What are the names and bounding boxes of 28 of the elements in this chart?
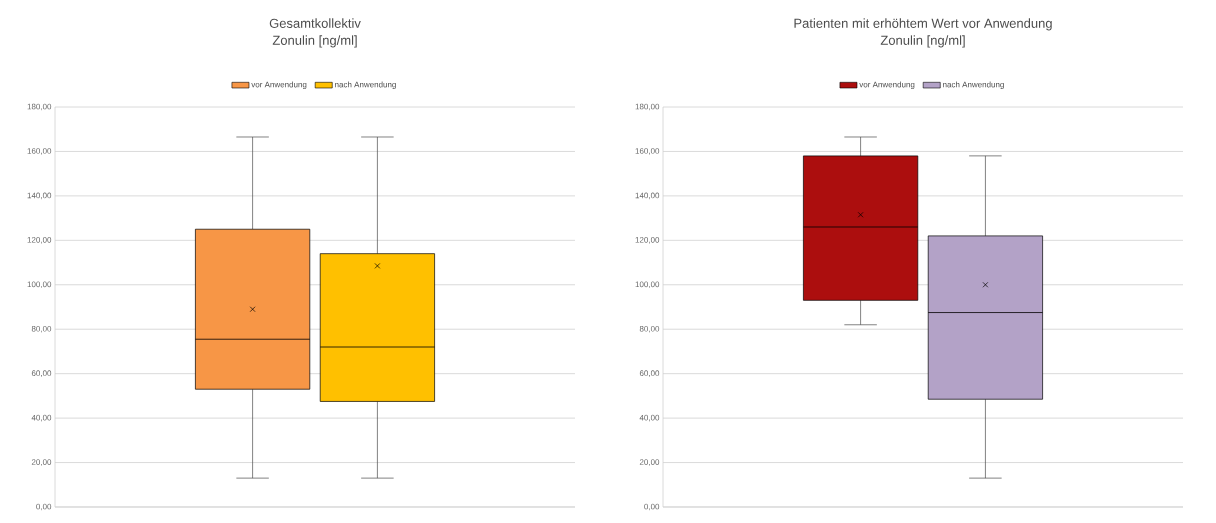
y-tick-label: 20,00 xyxy=(639,459,660,466)
y-tick-label: 20,00 xyxy=(31,459,52,466)
y-tick-label: 140,00 xyxy=(27,192,52,200)
y-tick-label: 60,00 xyxy=(31,370,52,377)
y-tick-label: 100,00 xyxy=(27,281,52,289)
y-tick-label: 0,00 xyxy=(36,503,52,511)
y-tick-label: 40,00 xyxy=(639,414,660,422)
y-tick-label: 80,00 xyxy=(31,325,52,333)
legend-label: vor Anwendung xyxy=(859,81,915,89)
chart-subtitle: Zonulin [ng/ml] xyxy=(272,35,357,48)
y-tick-label: 180,00 xyxy=(635,103,660,111)
y-tick-label: 120,00 xyxy=(27,237,52,244)
y-tick-label: 160,00 xyxy=(635,148,660,155)
chart-subtitle: Zonulin [ng/ml] xyxy=(880,35,965,48)
legend-label: vor Anwendung xyxy=(251,81,307,89)
y-tick-label: 140,00 xyxy=(635,192,660,200)
chart-title: Patienten mit erhöhtem Wert vor Anwendung xyxy=(794,18,1052,31)
y-tick-label: 100,00 xyxy=(635,281,660,289)
legend-label: nach Anwendung xyxy=(943,81,1004,89)
y-tick-label: 60,00 xyxy=(639,370,660,377)
y-tick-label: 160,00 xyxy=(27,148,52,155)
legend-label: nach Anwendung xyxy=(335,81,396,89)
y-tick-label: 80,00 xyxy=(639,325,660,333)
y-tick-label: 120,00 xyxy=(635,237,660,244)
chart-title: Gesamtkollektiv xyxy=(269,18,361,28)
y-tick-label: 180,00 xyxy=(27,103,52,111)
y-tick-label: 0,00 xyxy=(644,503,660,511)
y-tick-label: 40,00 xyxy=(31,414,52,422)
